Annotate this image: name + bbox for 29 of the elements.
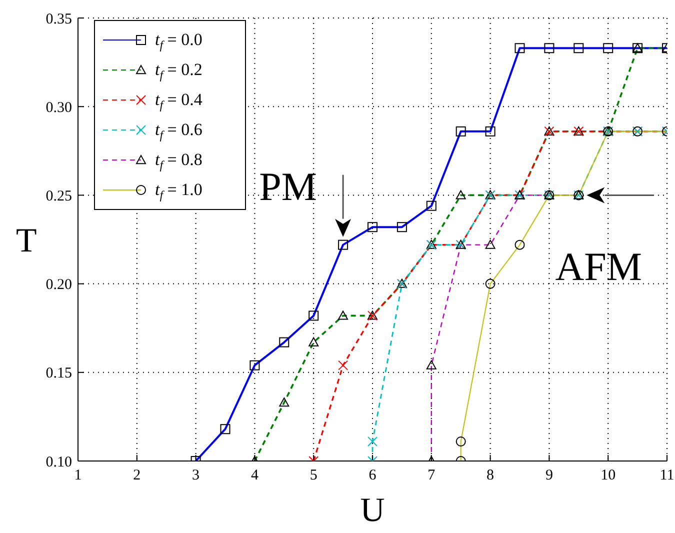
x-tick-label: 9 — [545, 468, 553, 484]
x-tick-label: 4 — [250, 468, 259, 484]
x-tick-label: 3 — [192, 468, 200, 484]
annotation: AFM — [555, 244, 642, 290]
x-tick-label: 2 — [133, 468, 141, 484]
y-tick-label: 0.25 — [46, 188, 72, 205]
x-tick-label: 8 — [486, 468, 494, 484]
legend-label: t$_{f}$ = 1.0 — [155, 180, 202, 202]
legend-label: t$_{f}$ = 0.0 — [155, 30, 202, 52]
x-axis-title: U — [360, 492, 385, 529]
y-tick-label: 0.20 — [46, 277, 72, 294]
point — [338, 360, 348, 370]
annotation: PM — [259, 164, 317, 209]
legend-label: t$_{f}$ = 0.8 — [155, 150, 202, 172]
x-tick-label: 1 — [74, 468, 82, 484]
legend-label: t$_{f}$ = 0.2 — [155, 60, 202, 82]
x-tick-label: 5 — [310, 468, 318, 484]
legend-label: t$_{f}$ = 0.6 — [155, 120, 202, 142]
x-tick-label: 7 — [428, 468, 436, 484]
y-axis-title: T — [16, 222, 37, 260]
x-tick-label: 10 — [600, 468, 616, 484]
legend-label: t$_{f}$ = 0.4 — [155, 90, 203, 112]
y-tick-label: 0.10 — [46, 454, 72, 470]
x-tick-label: 11 — [660, 468, 674, 484]
point — [368, 436, 378, 447]
y-tick-label: 0.35 — [46, 11, 72, 28]
y-tick-label: 0.30 — [46, 100, 72, 116]
x-tick-label: 6 — [368, 468, 377, 484]
y-tick-label: 0.15 — [46, 366, 72, 382]
